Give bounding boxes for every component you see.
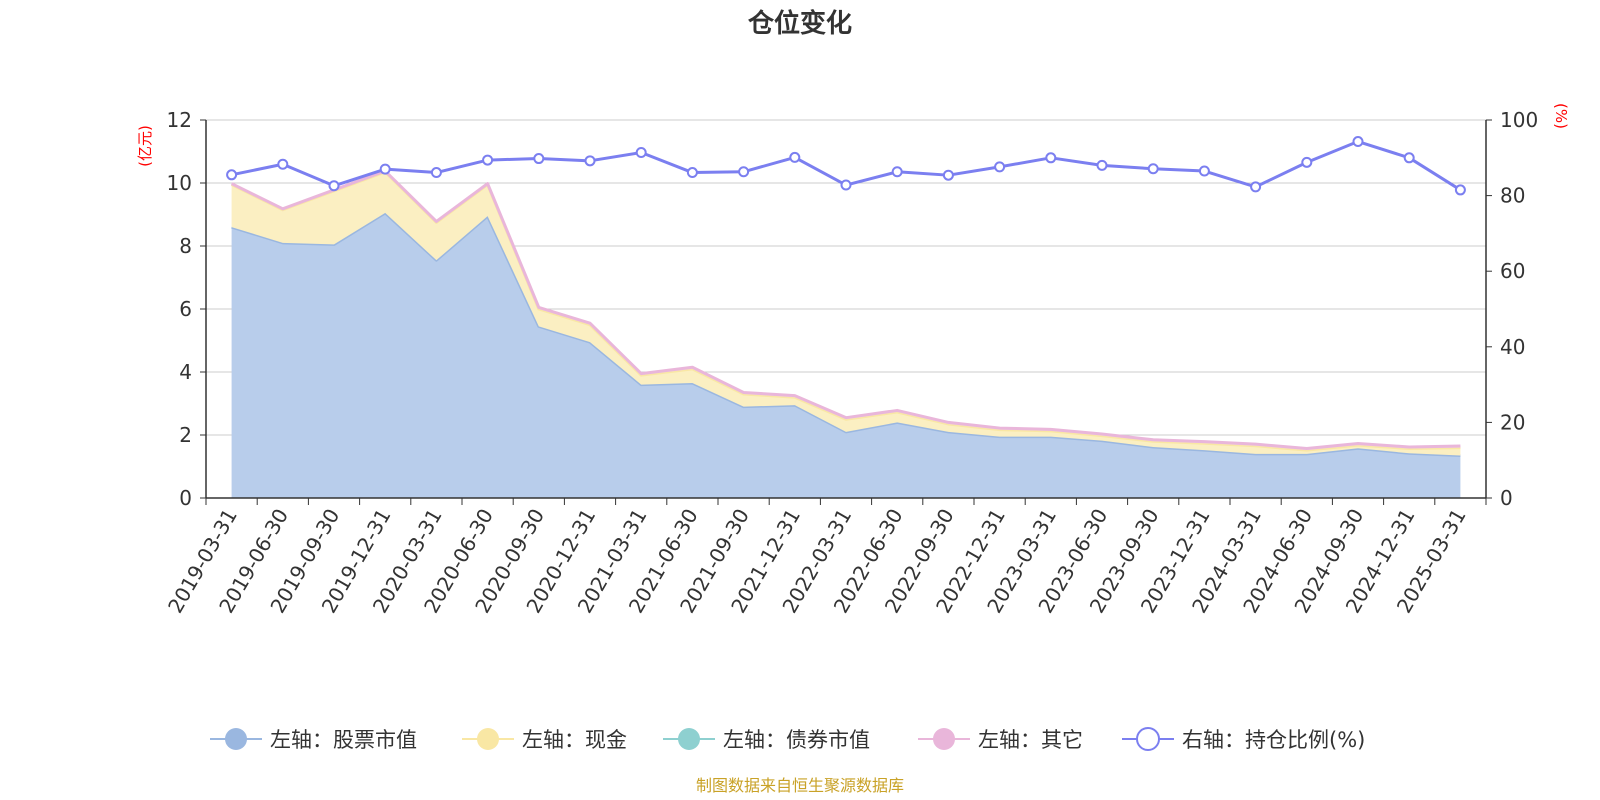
- stacked-areas: [230, 169, 1461, 499]
- legend-marker: [477, 728, 499, 750]
- legend-marker: [1136, 727, 1160, 751]
- ratio-point: [891, 166, 903, 178]
- legend-label: 左轴：其它: [978, 728, 1083, 752]
- ratio-point: [1045, 152, 1057, 164]
- ratio-point: [1454, 184, 1466, 196]
- ratio-point: [738, 166, 750, 178]
- holding-ratio-line: [226, 136, 1466, 196]
- ratio-point: [1096, 159, 1108, 171]
- ratio-point: [994, 161, 1006, 173]
- legend-label: 右轴：持仓比例(%): [1182, 728, 1365, 752]
- left-tick-label: 4: [179, 360, 192, 384]
- left-tick-label: 8: [179, 234, 192, 258]
- ratio-point: [379, 163, 391, 175]
- legend-label: 左轴：现金: [522, 728, 627, 752]
- series-edge-line: [230, 169, 1461, 451]
- ratio-point: [635, 147, 647, 159]
- right-tick-label: 100: [1500, 108, 1538, 132]
- left-tick-label: 2: [179, 423, 192, 447]
- left-tick-label: 6: [179, 297, 192, 321]
- left-tick-label: 10: [167, 171, 192, 195]
- ratio-point: [1403, 152, 1415, 164]
- legend-label: 左轴：债券市值: [723, 728, 870, 752]
- right-axis-unit: (%): [1552, 103, 1570, 129]
- series-area: [231, 171, 1461, 456]
- series-area: [231, 212, 1461, 499]
- ratio-point: [1198, 165, 1210, 177]
- ratio-point: [1147, 163, 1159, 175]
- left-tick-label: 0: [179, 486, 192, 510]
- ratio-point: [942, 169, 954, 181]
- ratio-point: [277, 158, 289, 170]
- ratio-point: [686, 167, 698, 179]
- ratio-point: [1250, 181, 1262, 193]
- right-tick-label: 60: [1500, 259, 1525, 283]
- ratio-point: [533, 153, 545, 165]
- legend-marker: [225, 728, 247, 750]
- right-tick-label: 0: [1500, 486, 1513, 510]
- ratio-point: [482, 154, 494, 166]
- ratio-point: [840, 179, 852, 191]
- source-note: 制图数据来自恒生聚源数据库: [696, 776, 904, 795]
- ratio-point: [430, 167, 442, 179]
- ratio-point: [789, 151, 801, 163]
- right-tick-label: 40: [1500, 335, 1525, 359]
- ratio-point: [226, 169, 238, 181]
- left-tick-label: 12: [167, 108, 192, 132]
- right-tick-label: 80: [1500, 184, 1525, 208]
- legend-label: 左轴：股票市值: [270, 728, 417, 752]
- ratio-point: [584, 155, 596, 167]
- ratio-point: [328, 180, 340, 192]
- legend: 左轴：股票市值 左轴：现金 左轴：债券市值 左轴：其它 右轴：持仓比例(%): [210, 727, 1365, 752]
- right-tick-label: 20: [1500, 410, 1525, 434]
- legend-marker: [933, 728, 955, 750]
- chart-title: 仓位变化: [747, 8, 852, 39]
- ratio-point: [1352, 136, 1364, 148]
- legend-marker: [678, 728, 700, 750]
- ratio-point: [1301, 156, 1313, 168]
- left-axis-unit: (亿元): [136, 125, 154, 167]
